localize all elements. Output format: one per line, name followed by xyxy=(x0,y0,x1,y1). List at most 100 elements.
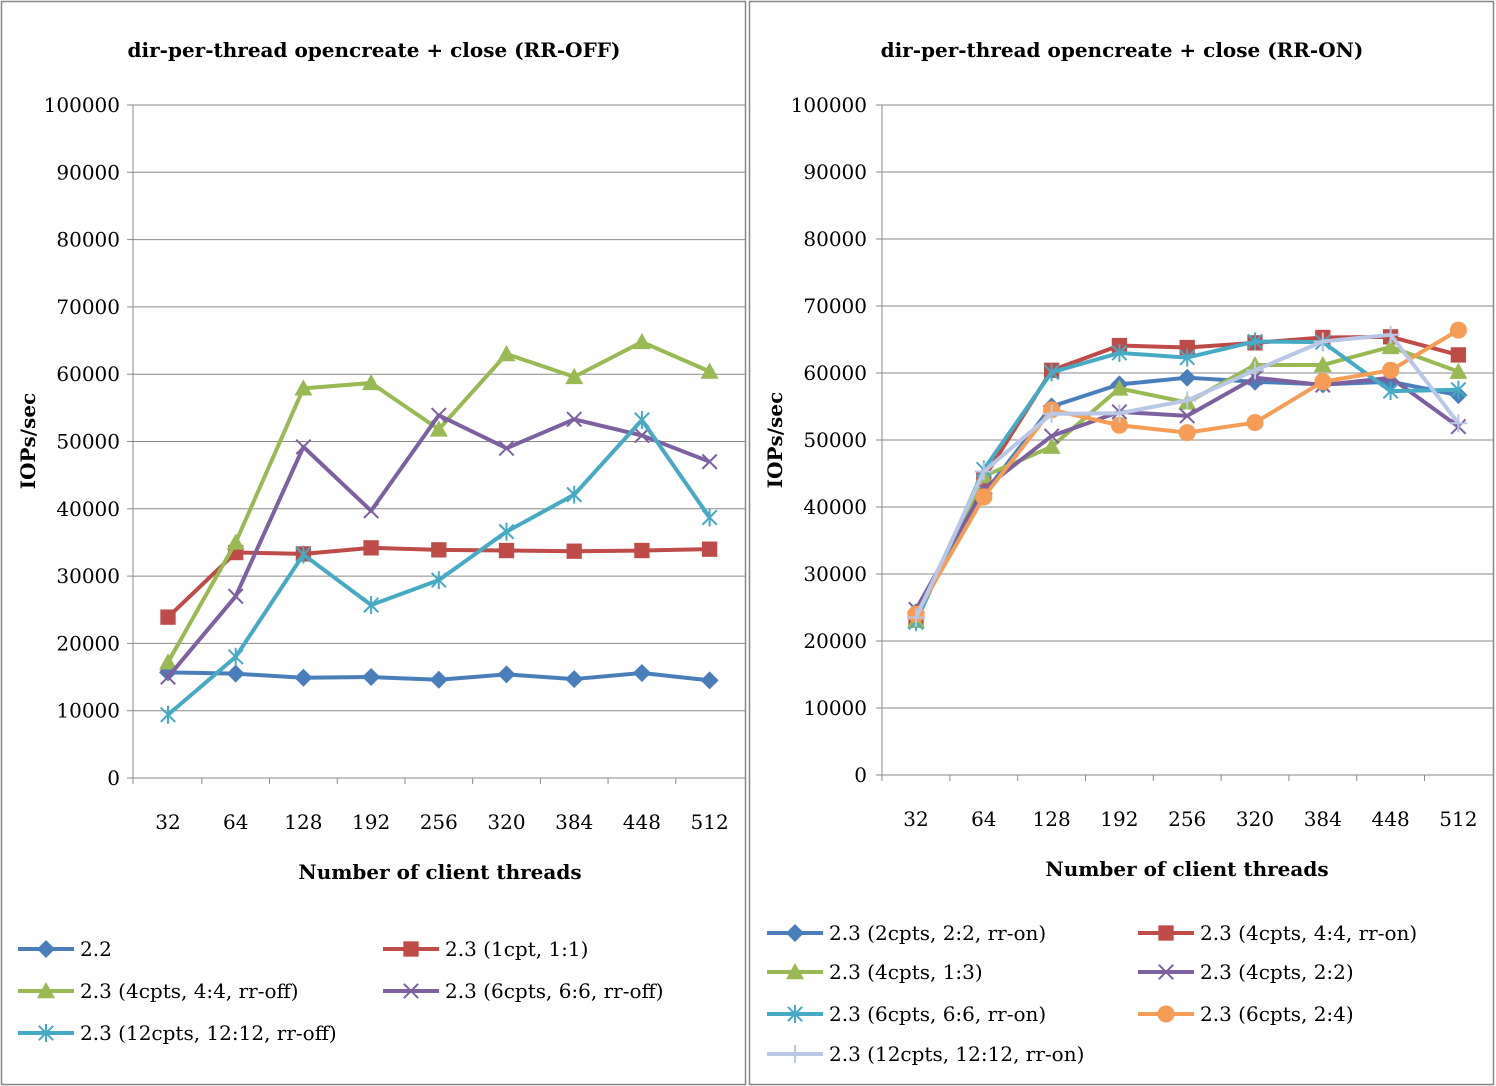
left-x-tick-label: 192 xyxy=(352,810,390,834)
left-series-2-point xyxy=(159,653,177,670)
left-y-tick-label: 90000 xyxy=(56,160,120,184)
left-x-tick-label: 320 xyxy=(487,810,525,834)
right-chart-y-ticks: 0 10000 20000 30000 40000 50000 60000 70000 8000… xyxy=(791,93,867,787)
left-series-1-point xyxy=(498,542,515,559)
left-series-2-point xyxy=(632,332,651,350)
left-chart-y-axis-title: IOPs/sec xyxy=(16,393,40,490)
left-series-3-point xyxy=(498,440,515,457)
left-series-3-point xyxy=(701,453,718,470)
left-series-4-point xyxy=(295,545,312,564)
left-y-tick-label: 20000 xyxy=(56,631,120,655)
left-legend-item: 2.2 xyxy=(18,937,112,961)
right-x-tick-label: 128 xyxy=(1033,807,1071,831)
left-series-2-point xyxy=(362,373,381,391)
left-legend-label: 2.2 xyxy=(80,937,112,961)
right-legend-item: 2.3 (12cpts, 12:12, rr-on) xyxy=(767,1042,1084,1066)
left-series-4-point xyxy=(227,647,244,666)
right-legend-label: 2.3 (6cpts, 2:4) xyxy=(1200,1002,1354,1026)
right-x-tick-label: 256 xyxy=(1168,807,1206,831)
left-series-1-point xyxy=(160,609,176,625)
right-chart-gridlines xyxy=(876,104,1493,781)
left-legend-item: 2.3 (6cpts, 6:6, rr-off) xyxy=(383,979,664,1003)
right-x-tick-label: 64 xyxy=(971,807,996,831)
left-series-3-point xyxy=(227,588,244,605)
right-series-4-point xyxy=(1179,348,1196,367)
left-y-tick-label: 10000 xyxy=(56,699,120,723)
left-legend-item: 2.3 (1cpt, 1:1) xyxy=(383,937,588,961)
right-series-6-point xyxy=(1110,404,1129,423)
left-series-0-point xyxy=(362,668,381,687)
right-series-5-point xyxy=(1314,373,1332,391)
left-series-2-point xyxy=(226,533,245,550)
right-series-2-point xyxy=(1110,379,1129,396)
right-legend-swatch-marker xyxy=(786,1045,804,1063)
left-y-tick-label: 30000 xyxy=(56,564,120,588)
right-series-5-point xyxy=(1382,361,1400,379)
right-series-3-point xyxy=(1043,428,1060,444)
left-legend-label: 2.3 (4cpts, 4:4, rr-off) xyxy=(80,979,299,1003)
right-legend-item: 2.3 (4cpts, 1:3) xyxy=(767,960,983,984)
left-x-tick-label: 448 xyxy=(623,810,661,834)
left-chart-x-axis-title: Number of client threads xyxy=(298,860,581,884)
right-x-tick-label: 512 xyxy=(1439,807,1477,831)
left-chart-y-ticks: 0 10000 20000 30000 40000 50000 60000 70000 8000… xyxy=(44,93,120,790)
left-series-4-point xyxy=(363,596,380,615)
right-series-2-point xyxy=(1381,337,1400,355)
left-series-2-line xyxy=(166,339,711,664)
right-legend-label: 2.3 (2cpts, 2:2, rr-on) xyxy=(829,921,1046,945)
right-series-4-point xyxy=(1111,343,1128,362)
right-legend-label: 2.3 (6cpts, 6:6, rr-on) xyxy=(829,1002,1046,1026)
left-y-tick-label: 0 xyxy=(107,766,120,790)
right-chart-title: dir-per-thread opencreate + close (RR-ON… xyxy=(881,38,1364,62)
right-legend-label: 2.3 (12cpts, 12:12, rr-on) xyxy=(829,1042,1084,1066)
left-series-2-point xyxy=(429,420,448,437)
left-legend-swatch-marker xyxy=(37,982,55,999)
left-series-3-point xyxy=(295,438,312,455)
left-y-tick-label: 80000 xyxy=(56,228,120,252)
left-x-tick-label: 64 xyxy=(223,810,248,834)
left-legend-item: 2.3 (12cpts, 12:12, rr-off) xyxy=(18,1021,337,1045)
right-series-6-point xyxy=(974,462,993,481)
right-legend-swatch-marker xyxy=(787,1005,803,1023)
left-y-tick-label: 50000 xyxy=(56,430,120,454)
right-y-tick-label: 60000 xyxy=(803,361,867,385)
right-series-0-point xyxy=(1178,368,1197,387)
right-series-5-point xyxy=(1246,414,1264,432)
right-legend-swatch-marker xyxy=(1157,1005,1175,1023)
right-y-tick-label: 0 xyxy=(854,763,867,787)
right-x-tick-label: 320 xyxy=(1236,807,1274,831)
right-y-tick-label: 40000 xyxy=(803,495,867,519)
left-series-1-point xyxy=(431,542,447,558)
right-series-5-point xyxy=(1178,424,1196,442)
right-series-2-point xyxy=(1313,355,1332,373)
right-series-2-point xyxy=(1449,362,1468,379)
left-series-0-point xyxy=(632,664,651,683)
left-chart-series xyxy=(159,332,719,724)
left-series-1-point xyxy=(701,541,718,557)
right-series-6-point xyxy=(1449,414,1468,433)
left-x-tick-label: 512 xyxy=(691,810,729,834)
left-x-tick-label: 256 xyxy=(420,810,458,834)
left-series-1-point xyxy=(566,543,582,559)
left-series-1-point xyxy=(634,542,650,559)
left-x-tick-label: 32 xyxy=(155,810,180,834)
right-series-4-point xyxy=(1247,332,1263,351)
left-series-4-point xyxy=(701,508,718,527)
right-legend-swatch-marker xyxy=(786,963,804,980)
left-legend-label: 2.3 (12cpts, 12:12, rr-off) xyxy=(80,1021,337,1045)
left-y-tick-label: 60000 xyxy=(56,362,120,386)
right-legend-label: 2.3 (4cpts, 2:2) xyxy=(1200,960,1354,984)
left-chart: dir-per-thread opencreate + close (RR-OF… xyxy=(16,38,745,1045)
right-chart-x-axis-title: Number of client threads xyxy=(1045,857,1328,881)
right-legend-swatch-marker xyxy=(1158,964,1174,980)
left-series-3-point xyxy=(160,669,176,685)
left-series-3 xyxy=(160,407,718,685)
right-series-4-point xyxy=(1043,363,1060,382)
right-x-tick-label: 384 xyxy=(1304,807,1342,831)
right-y-tick-label: 90000 xyxy=(803,160,867,184)
right-x-tick-label: 448 xyxy=(1372,807,1410,831)
right-legend-item: 2.3 (4cpts, 4:4, rr-on) xyxy=(1138,921,1417,945)
right-series-5-point xyxy=(1449,321,1467,339)
left-series-0-point xyxy=(226,664,245,683)
